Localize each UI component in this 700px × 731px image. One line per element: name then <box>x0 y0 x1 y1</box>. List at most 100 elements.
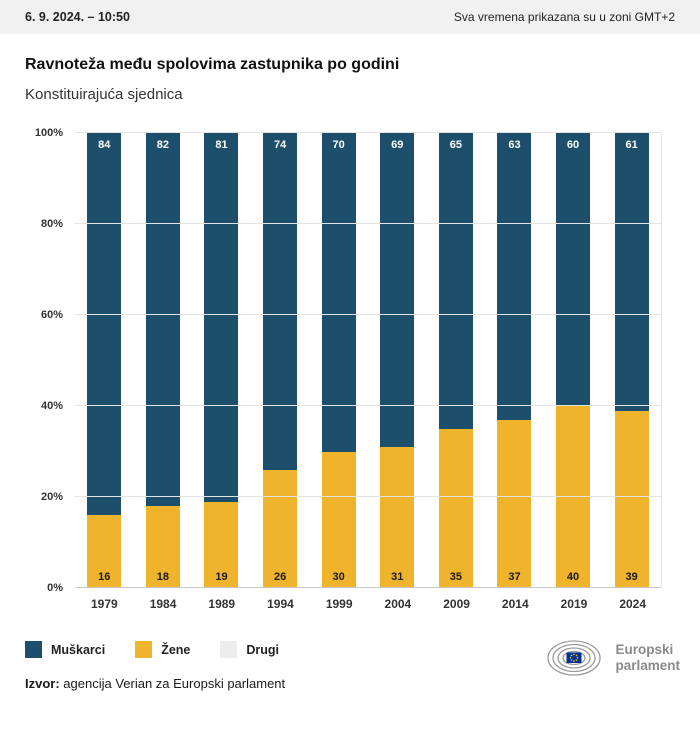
x-tick-label: 1999 <box>325 597 353 611</box>
legend-item: Žene <box>135 641 190 658</box>
page-title: Ravnoteža među spolovima zastupnika po g… <box>25 56 400 73</box>
y-tick-label: 100% <box>34 127 63 139</box>
bars: 84 16 82 18 81 19 74 26 70 30 69 31 65 35 63 37 60 40 61 39 <box>75 133 661 588</box>
legend-label: Žene <box>161 642 191 657</box>
stacked-bar-1979: 84 16 <box>87 133 122 588</box>
source-text: agencija Verian za Europski parlament <box>59 676 286 691</box>
gridline <box>75 314 661 315</box>
bar-segment-women: 31 <box>380 446 415 588</box>
y-tick-label: 0% <box>47 582 63 594</box>
legend: Muškarci Žene Drugi <box>25 641 285 658</box>
legend-label: Drugi <box>246 642 280 657</box>
bar-segment-women: 30 <box>321 451 356 588</box>
men-value-label: 63 <box>508 139 521 151</box>
x-tick-label: 2009 <box>443 597 470 611</box>
bar-column: 65 35 <box>427 133 486 588</box>
gridline <box>75 223 661 224</box>
title-block: Ravnoteža među spolovima zastupnika po g… <box>0 34 700 103</box>
bar-segment-women: 26 <box>263 469 298 588</box>
bar-segment-women: 18 <box>145 506 180 588</box>
x-tick-label: 1994 <box>267 597 294 611</box>
men-value-label: 69 <box>391 139 404 151</box>
men-value-label: 70 <box>332 139 345 151</box>
women-value-label: 31 <box>391 570 404 583</box>
bar-column: 74 26 <box>251 133 310 588</box>
y-tick-label: 20% <box>40 491 63 503</box>
gridline <box>75 405 661 406</box>
logo-text: Europski parlament <box>615 642 680 673</box>
eu-flag-icon <box>566 652 582 663</box>
women-value-label: 37 <box>508 570 521 583</box>
bar-segment-women: 19 <box>204 501 239 588</box>
women-value-label: 18 <box>156 570 170 583</box>
stacked-bar-1994: 74 26 <box>263 133 298 588</box>
x-tick-label: 1979 <box>91 597 118 611</box>
women-value-label: 16 <box>98 570 111 583</box>
women-value-label: 30 <box>332 571 345 583</box>
bar-column: 63 37 <box>485 133 544 588</box>
stacked-bar-2014: 63 37 <box>497 133 532 588</box>
stacked-bar-2009: 65 35 <box>438 133 473 588</box>
source-note: Izvor: agencija Verian za Europski parla… <box>25 676 285 691</box>
women-value-label: 40 <box>566 571 580 583</box>
legend-swatch <box>25 641 42 658</box>
bar-segment-men: 74 <box>263 133 298 470</box>
men-value-label: 82 <box>156 139 170 151</box>
women-value-label: 26 <box>273 570 287 583</box>
logo-line1: Europski <box>615 642 674 658</box>
legend-label: Muškarci <box>51 642 106 657</box>
legend-item: Muškarci <box>25 641 105 658</box>
y-tick-label: 60% <box>40 309 63 321</box>
top-bar: 6. 9. 2024. – 10:50 Sva vremena prikazan… <box>0 0 700 34</box>
gridline <box>75 132 661 133</box>
gridline <box>75 587 661 588</box>
legend-swatch <box>135 641 153 658</box>
bar-segment-men: 63 <box>497 133 532 420</box>
footer: Muškarci Žene Drugi Izvor: agencija Verian… <box>0 611 700 691</box>
bar-segment-men: 81 <box>204 133 239 502</box>
men-value-label: 74 <box>273 139 287 151</box>
x-tick-label: 2014 <box>501 597 529 611</box>
men-value-label: 60 <box>566 139 580 151</box>
bar-segment-women: 16 <box>87 515 122 588</box>
x-tick-label: 1984 <box>149 597 177 611</box>
y-axis: 0% 20% 40% 60% 80% 100% <box>25 127 75 594</box>
y-tick-label: 40% <box>40 400 63 412</box>
legend-item: Drugi <box>220 641 279 658</box>
bar-segment-men: 65 <box>438 133 473 429</box>
men-value-label: 81 <box>215 139 228 151</box>
bar-column: 69 31 <box>368 133 427 588</box>
bar-column: 60 40 <box>544 133 603 588</box>
bar-column: 84 16 <box>75 133 134 588</box>
bar-segment-women: 37 <box>497 419 532 588</box>
men-value-label: 65 <box>449 139 462 151</box>
source-label: Izvor: <box>25 676 60 691</box>
bar-segment-men: 69 <box>380 133 415 447</box>
stacked-bar-2019: 60 40 <box>556 133 591 588</box>
bar-column: 81 19 <box>192 133 251 588</box>
stacked-bar-chart: 0% 20% 40% 60% 80% 100% 84 16 82 18 81 19 74 26 70 30 6… <box>0 103 700 611</box>
bar-column: 70 30 <box>309 133 368 588</box>
stacked-bar-1989: 81 19 <box>204 133 239 588</box>
bar-segment-women: 39 <box>614 410 649 588</box>
stacked-bar-1984: 82 18 <box>145 133 180 588</box>
men-value-label: 84 <box>98 139 111 151</box>
x-tick-label: 2024 <box>619 597 647 611</box>
x-tick-label: 1989 <box>208 597 236 611</box>
x-axis: 1979 1984 1989 1994 1999 2004 2009 2014 2019 2024 <box>75 588 662 611</box>
stacked-bar-1999: 70 30 <box>321 133 356 588</box>
stacked-bar-2004: 69 31 <box>380 133 415 588</box>
legend-swatch <box>220 641 238 658</box>
x-tick-label: 2004 <box>384 597 412 611</box>
women-value-label: 39 <box>625 570 638 583</box>
women-value-label: 19 <box>215 570 228 583</box>
men-value-label: 61 <box>625 139 638 151</box>
datetime-label: 6. 9. 2024. – 10:50 <box>25 10 130 24</box>
bar-segment-men: 70 <box>321 133 356 452</box>
european-parliament-logo[interactable]: Europski parlament <box>545 635 680 681</box>
bar-column: 82 18 <box>134 133 193 588</box>
bar-segment-women: 35 <box>438 428 473 588</box>
y-tick-label: 80% <box>40 218 63 230</box>
bar-segment-men: 60 <box>556 133 591 406</box>
bar-segment-men: 84 <box>87 133 122 516</box>
